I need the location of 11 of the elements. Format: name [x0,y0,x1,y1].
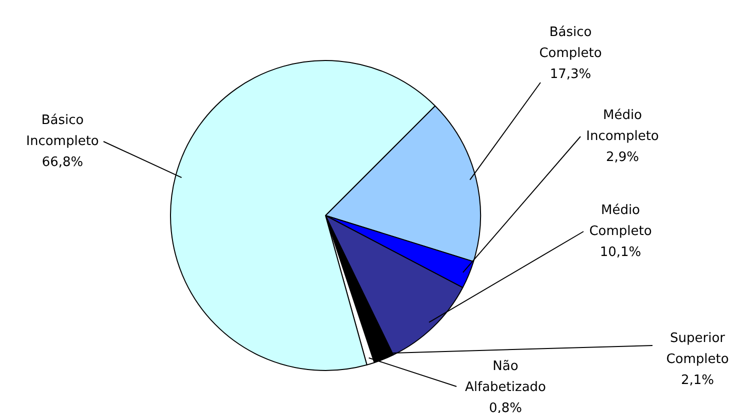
slice-label: Médio Completo [589,203,652,239]
slice-label: Superior Completo [666,331,729,367]
data-label: 66,8% [42,155,84,170]
slice-label: Não Alfabetizado [465,359,546,395]
data-label: 10,1% [600,245,642,260]
slice-label: Médio Incompleto [586,108,659,144]
data-label: 2,1% [680,373,714,388]
data-label: 2,9% [606,150,640,165]
slice-label: Básico Completo [539,25,602,61]
slice-label: Básico Incompleto [26,113,99,149]
data-label: 17,3% [550,67,592,82]
